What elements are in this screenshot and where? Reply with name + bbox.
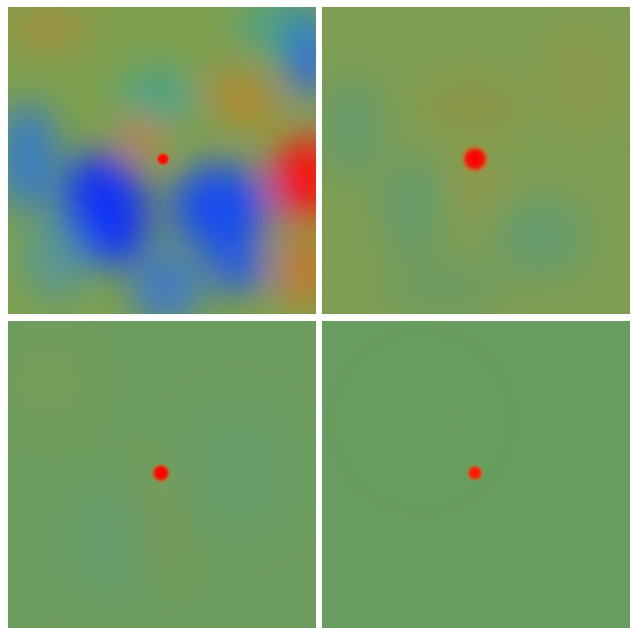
field-blob bbox=[58, 481, 158, 601]
field-blobs bbox=[362, 361, 482, 481]
field-blob bbox=[382, 157, 442, 257]
field-panel-4 bbox=[322, 321, 630, 628]
field-blob bbox=[170, 163, 270, 251]
field-blob bbox=[205, 69, 281, 129]
field-panel-4-svg bbox=[322, 321, 630, 628]
point-source bbox=[472, 470, 478, 476]
field-blob bbox=[322, 77, 382, 177]
field-blob bbox=[178, 401, 298, 541]
field-blob bbox=[8, 341, 88, 421]
field-blob bbox=[118, 67, 198, 127]
point-source bbox=[157, 469, 165, 477]
field-blobs bbox=[8, 7, 316, 314]
field-panel-3-svg bbox=[8, 321, 316, 628]
field-panel-1 bbox=[8, 7, 316, 314]
field-blob bbox=[23, 212, 93, 302]
field-panel-2 bbox=[322, 7, 630, 314]
field-blob bbox=[362, 361, 482, 481]
field-blob bbox=[382, 257, 502, 314]
field-blob bbox=[130, 247, 202, 314]
field-blob bbox=[238, 7, 316, 57]
field-blob bbox=[142, 461, 182, 581]
field-blobs bbox=[322, 27, 622, 314]
field-blob bbox=[542, 27, 622, 127]
field-blob bbox=[272, 135, 316, 219]
field-blob bbox=[8, 7, 88, 52]
point-source bbox=[160, 157, 166, 161]
field-blob bbox=[208, 242, 268, 292]
field-panel-3 bbox=[8, 321, 316, 628]
field-blob bbox=[8, 102, 58, 212]
field-blob bbox=[497, 197, 587, 277]
field-panel-2-svg bbox=[322, 7, 630, 314]
field-blobs bbox=[8, 341, 298, 601]
field-blob bbox=[121, 121, 161, 157]
field-blob bbox=[422, 77, 522, 137]
point-source bbox=[471, 154, 479, 164]
field-blob bbox=[277, 229, 316, 309]
field-panel-1-svg bbox=[8, 7, 316, 314]
